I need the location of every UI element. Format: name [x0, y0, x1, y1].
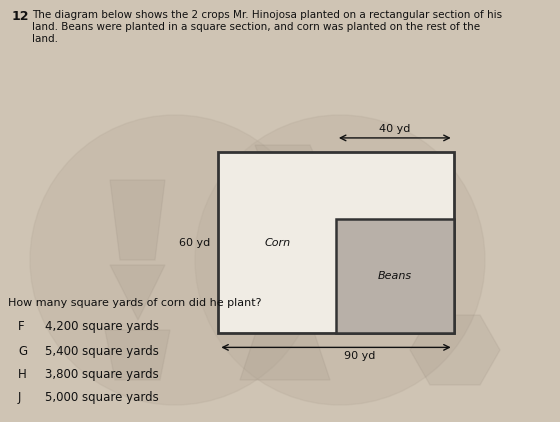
Text: Corn: Corn [264, 238, 290, 248]
Text: How many square yards of corn did he plant?: How many square yards of corn did he pla… [8, 298, 262, 308]
Text: G: G [18, 345, 27, 358]
Polygon shape [105, 330, 170, 380]
Text: Beans: Beans [378, 271, 412, 281]
Text: 90 yd: 90 yd [344, 352, 375, 361]
Text: land. Beans were planted in a square section, and corn was planted on the rest o: land. Beans were planted in a square sec… [32, 22, 480, 32]
Text: F: F [18, 320, 25, 333]
Text: J: J [18, 391, 21, 404]
Text: 4,200 square yards: 4,200 square yards [45, 320, 159, 333]
Bar [336, 219, 454, 333]
Text: 3,800 square yards: 3,800 square yards [45, 368, 158, 381]
Circle shape [195, 115, 485, 405]
Circle shape [30, 115, 320, 405]
Text: H: H [18, 368, 27, 381]
Polygon shape [255, 145, 340, 215]
Polygon shape [110, 180, 165, 260]
Text: 40 yd: 40 yd [379, 124, 410, 134]
Text: 5,400 square yards: 5,400 square yards [45, 345, 159, 358]
Polygon shape [410, 315, 500, 385]
Polygon shape [240, 320, 330, 380]
Polygon shape [110, 265, 165, 320]
Bar [218, 152, 454, 333]
Text: 60 yd: 60 yd [179, 238, 211, 248]
Text: The diagram below shows the 2 crops Mr. Hinojosa planted on a rectangular sectio: The diagram below shows the 2 crops Mr. … [32, 10, 502, 20]
Polygon shape [410, 200, 450, 280]
Text: land.: land. [32, 34, 58, 44]
Text: 12: 12 [12, 10, 30, 23]
Text: 5,000 square yards: 5,000 square yards [45, 391, 158, 404]
